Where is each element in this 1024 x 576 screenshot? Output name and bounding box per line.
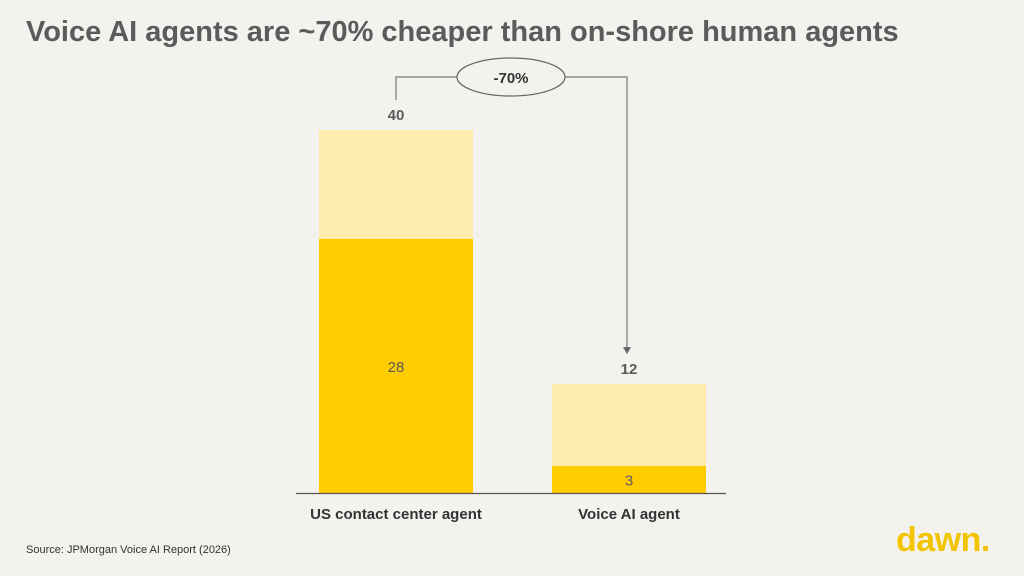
- inner-value-label: 28: [388, 359, 405, 376]
- bar-segment-remainder-2: [552, 384, 706, 466]
- arrow-head-icon: [623, 347, 631, 355]
- total-value-label: 12: [621, 361, 638, 378]
- bar-segment-base-1: [319, 238, 473, 493]
- bar-segment-remainder-1: [319, 130, 473, 239]
- bar-segment-base-2: [552, 465, 706, 493]
- inner-value-label: 3: [625, 472, 633, 489]
- category-label: Voice AI agent: [578, 506, 680, 523]
- change-badge-label: -70%: [493, 70, 528, 87]
- dawn-logo: dawn.: [896, 521, 990, 559]
- category-label: US contact center agent: [310, 506, 482, 523]
- chart-title: Voice AI agents are ~70% cheaper than on…: [26, 16, 899, 48]
- total-value-label: 40: [388, 107, 405, 124]
- source-note: Source: JPMorgan Voice AI Report (2026): [26, 544, 231, 556]
- change-badge: [456, 57, 566, 97]
